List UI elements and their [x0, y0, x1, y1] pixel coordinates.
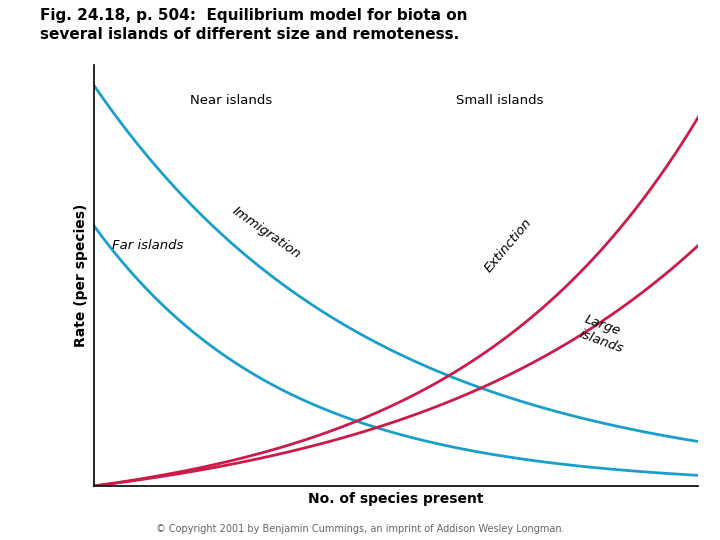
X-axis label: No. of species present: No. of species present	[308, 491, 484, 505]
Text: Near islands: Near islands	[190, 94, 273, 107]
Text: Small islands: Small islands	[456, 94, 544, 107]
Y-axis label: Rate (per species): Rate (per species)	[74, 204, 88, 347]
Text: Extinction: Extinction	[482, 217, 534, 275]
Text: several islands of different size and remoteness.: several islands of different size and re…	[40, 27, 459, 42]
Text: Fig. 24.18, p. 504:  Equilibrium model for biota on: Fig. 24.18, p. 504: Equilibrium model fo…	[40, 8, 467, 23]
Text: Immigration: Immigration	[229, 205, 302, 262]
Text: © Copyright 2001 by Benjamin Cummings, an imprint of Addison Wesley Longman.: © Copyright 2001 by Benjamin Cummings, a…	[156, 523, 564, 534]
Text: Large
islands: Large islands	[577, 313, 631, 356]
Text: Far islands: Far islands	[112, 239, 183, 252]
